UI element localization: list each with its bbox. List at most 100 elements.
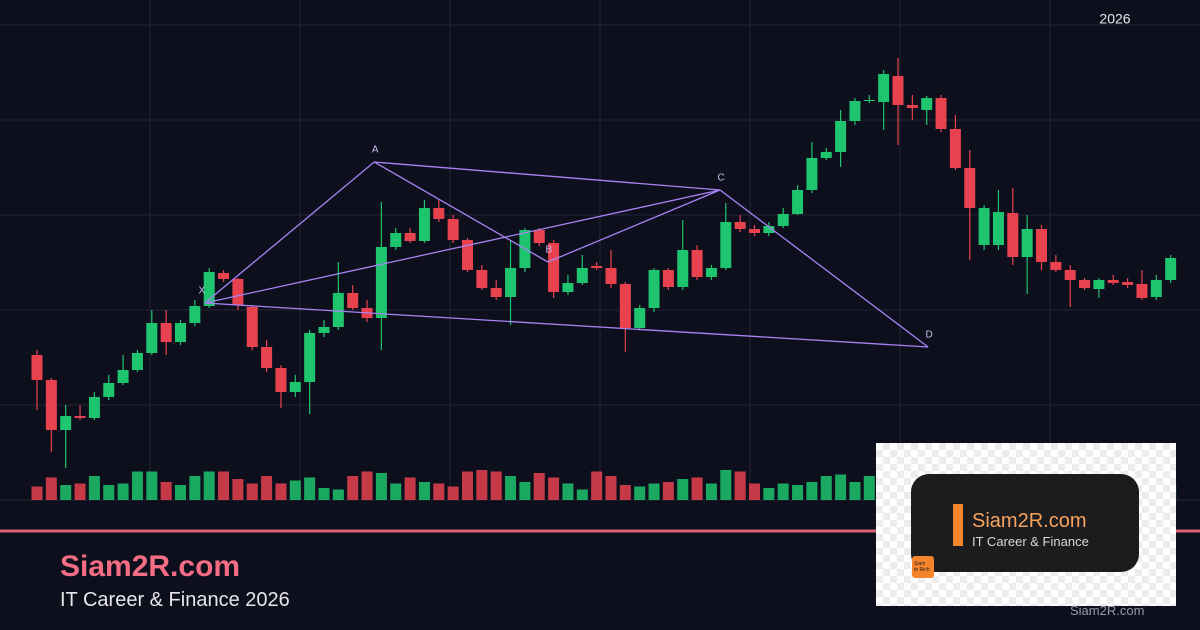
pattern-line	[204, 161, 375, 304]
candle-body	[705, 268, 717, 277]
candle-body	[418, 208, 430, 241]
volume-bar	[31, 486, 43, 500]
candle-body	[863, 100, 875, 101]
candle-body	[734, 222, 746, 229]
logo-badge: Siam to Rich	[912, 556, 934, 578]
candle-body	[777, 214, 789, 226]
pattern-line	[204, 189, 721, 304]
candle-body	[892, 76, 904, 105]
candle-body	[533, 230, 545, 243]
candle-body	[1007, 213, 1019, 257]
volume-bar	[763, 488, 775, 500]
candle-body	[591, 266, 603, 268]
volume-bar	[519, 482, 531, 500]
candle-body	[490, 288, 502, 297]
candle-body	[1050, 262, 1062, 270]
candle-body	[261, 347, 273, 368]
volume-bar	[117, 483, 129, 500]
volume-bar	[734, 471, 746, 500]
volume-bar	[189, 476, 201, 500]
candle-body	[949, 129, 961, 168]
candle-body	[1021, 229, 1033, 257]
volume-bar	[792, 485, 804, 500]
candle-body	[849, 101, 861, 121]
volume-bar	[375, 473, 387, 500]
candle-body	[1107, 280, 1119, 283]
candle-body	[576, 268, 588, 283]
logo-bar	[953, 504, 963, 546]
candle-body	[906, 105, 918, 108]
candle-body	[289, 382, 301, 392]
pattern-line	[373, 161, 549, 263]
candle-body	[691, 250, 703, 277]
candle-body	[232, 279, 244, 305]
pattern-line	[719, 189, 929, 348]
candle-body	[605, 268, 617, 284]
brand-subtitle: IT Career & Finance 2026	[60, 589, 290, 611]
candle-body	[404, 233, 416, 241]
candle-body	[60, 416, 72, 430]
volume-bar	[576, 489, 588, 500]
volume-bar	[591, 471, 603, 500]
volume-bar	[88, 476, 100, 500]
candle-body	[562, 283, 574, 292]
volume-bar	[160, 482, 172, 500]
candle-body	[1036, 229, 1047, 262]
volume-bar	[863, 476, 875, 500]
volume-bar	[462, 471, 473, 500]
volume-bar	[849, 482, 861, 500]
volume-bar	[505, 476, 517, 500]
volume-bar	[318, 488, 330, 500]
candle-body	[31, 355, 43, 380]
candle-body	[992, 212, 1004, 245]
volume-bar	[490, 471, 502, 500]
pattern-line	[374, 161, 721, 191]
candle-body	[189, 306, 201, 323]
volume-bar	[835, 474, 847, 500]
candle-body	[720, 222, 732, 268]
volume-bar	[232, 479, 244, 500]
logo-card: Siam2R.com IT Career & Finance Siam to Ri…	[911, 474, 1139, 578]
candle-body	[103, 383, 115, 397]
candle-body	[175, 323, 186, 342]
volume-bar	[418, 482, 430, 500]
volume-bar	[332, 489, 344, 500]
candle-body	[160, 323, 172, 342]
volume-bar	[146, 471, 158, 500]
volume-bar	[361, 471, 373, 500]
candle-body	[375, 247, 387, 318]
candle-body	[88, 397, 100, 418]
candle-body	[117, 370, 129, 383]
candle-body	[304, 333, 316, 382]
candle-body	[505, 268, 517, 297]
volume-bar	[548, 477, 560, 500]
candle-body	[878, 74, 890, 102]
candle-body	[447, 219, 459, 240]
grid	[0, 0, 1200, 501]
volume-bar	[289, 480, 301, 500]
pattern-label: A	[372, 145, 379, 156]
logo-overlay: Siam2R.com IT Career & Finance Siam to Ri…	[876, 443, 1176, 606]
volume-bar	[720, 470, 732, 500]
volume-bar	[261, 476, 273, 500]
volume-bar	[562, 483, 574, 500]
volume-bar	[476, 470, 488, 500]
volume-bar	[131, 471, 143, 500]
watermark: Siam2R.com	[1070, 603, 1145, 618]
candle-body	[1150, 280, 1162, 297]
volume-bar	[705, 483, 717, 500]
candle-body	[935, 98, 947, 129]
candle-body	[619, 284, 631, 328]
volume-bar	[691, 477, 703, 500]
candle-body	[45, 380, 57, 430]
volume-bar	[820, 476, 832, 500]
pattern-line	[547, 189, 721, 263]
candle-body	[203, 272, 215, 306]
volume-bar	[304, 477, 316, 500]
volume-bar	[619, 485, 631, 500]
volume-bar	[662, 482, 674, 500]
volume-bar	[218, 471, 230, 500]
candle-body	[964, 168, 976, 208]
volume-bar	[60, 485, 72, 500]
candle-body	[763, 226, 775, 233]
